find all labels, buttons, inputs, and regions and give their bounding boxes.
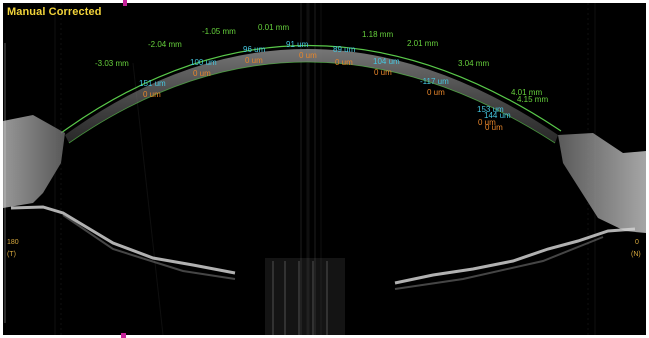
right-iris [394, 227, 636, 285]
thickness-label: -117 um [420, 77, 449, 86]
zero-label: 0 um [245, 56, 263, 65]
thickness-label: 100 um [190, 58, 217, 67]
right-angle-value: 0 [635, 239, 639, 246]
thickness-label: 96 um [243, 45, 266, 54]
right-side-tag: (N) [631, 251, 641, 258]
distance-label: 1.18 mm [362, 30, 394, 39]
left-iris [10, 205, 236, 275]
zero-label: 0 um [193, 69, 211, 78]
thickness-label: 151 um [139, 79, 166, 88]
zero-label: 0 um [335, 58, 353, 67]
distance-label: -2.04 mm [148, 40, 182, 49]
thickness-label: 153 um [477, 105, 504, 114]
mode-label: Manual Corrected [7, 6, 102, 18]
distance-label: -3.03 mm [95, 59, 129, 68]
distance-label: 4.01 mm [511, 88, 543, 97]
top-position-marker [123, 0, 127, 6]
right-sclera [558, 133, 646, 233]
thickness-label: 104 um [373, 57, 400, 66]
left-side-tag: (T) [7, 251, 16, 258]
zero-label: 0 um [299, 51, 317, 60]
zero-label: 0 um [374, 68, 392, 77]
zero-label: 0 um [427, 88, 445, 97]
thickness-label: 144 um [484, 111, 511, 120]
distance-label: -1.05 mm [202, 27, 236, 36]
left-angle-value: 180 [7, 239, 19, 246]
zero-label: 0 um [485, 123, 503, 132]
cornea-band [65, 49, 558, 143]
cornea-inner-outline [68, 61, 556, 144]
distance-label: 4.15 mm [517, 95, 549, 104]
distance-label: 3.04 mm [458, 59, 490, 68]
cornea-outline [60, 44, 562, 134]
zero-label: 0 um [143, 90, 161, 99]
oct-scan-graphics [3, 3, 646, 335]
central-artifact [265, 258, 345, 335]
thickness-label: 89 um [333, 45, 356, 54]
distance-label: 0.01 mm [258, 23, 290, 32]
distance-label: 2.01 mm [407, 39, 439, 48]
zero-label: 0 um [478, 118, 496, 127]
left-sclera [3, 115, 65, 208]
bottom-position-marker [121, 333, 126, 338]
thickness-label: 91 um [286, 40, 309, 49]
oct-scan-image: Manual Corrected 0.01 mm -1.05 mm -2.04 … [3, 3, 646, 335]
